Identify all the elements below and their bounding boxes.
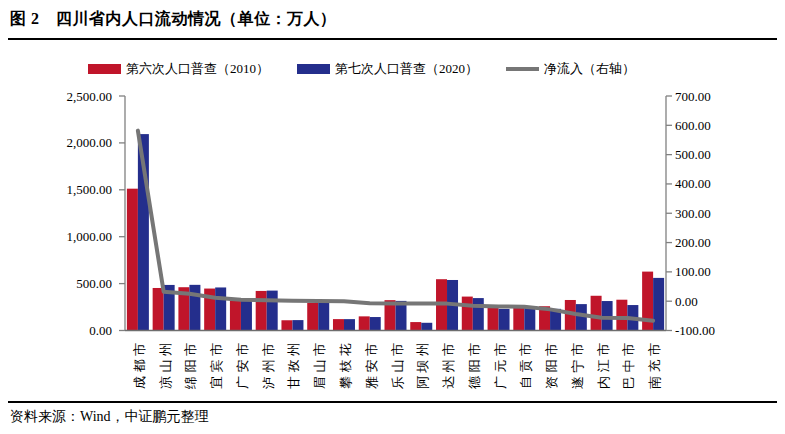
bar-2010 <box>333 319 344 330</box>
x-axis-label: 遂宁市 <box>570 340 585 390</box>
x-axis-label: 雅安市 <box>364 340 379 390</box>
x-axis-label: 巴中市 <box>621 340 636 390</box>
right-axis-tick-label: 500.00 <box>675 147 711 162</box>
x-axis-label: 广元市 <box>493 340 508 390</box>
bar-2010 <box>153 288 164 331</box>
x-axis-label: 乐山市 <box>390 340 405 390</box>
population-flow-chart: 0.00 500.00 1,000.00 1,500.00 2,000.00 2,500.… <box>0 0 785 434</box>
left-axis: 0.00 500.00 1,000.00 1,500.00 2,000.00 2,500.… <box>67 89 126 339</box>
bar-2020 <box>653 278 664 331</box>
bar-2020 <box>215 287 226 330</box>
left-axis-tick-label: 0.00 <box>89 323 112 338</box>
bar-2020 <box>499 309 510 331</box>
source-note: 资料来源：Wind，中证鹏元整理 <box>10 408 209 426</box>
bar-2020 <box>292 320 303 330</box>
bar-2020 <box>370 317 381 330</box>
bar-2020 <box>267 291 278 331</box>
bar-2020 <box>473 298 484 330</box>
left-axis-tick-label: 1,500.00 <box>67 182 113 197</box>
right-axis-tick-label: 100.00 <box>675 264 711 279</box>
x-axis-label: 资阳市 <box>544 340 559 390</box>
right-axis: -100.00 0.00 100.00 200.00 300.00 400.00 500.0… <box>666 89 715 339</box>
x-axis-label: 达州市 <box>441 340 456 390</box>
bars <box>127 134 664 330</box>
bar-2010 <box>591 296 602 331</box>
right-axis-tick-label: 700.00 <box>675 89 711 104</box>
bar-2020 <box>421 323 432 331</box>
right-axis-tick-label: -100.00 <box>675 323 715 338</box>
x-axis-label: 绵阳市 <box>183 340 198 391</box>
left-axis-tick-label: 1,000.00 <box>67 229 113 244</box>
x-axis-labels: 成都市凉山州绵阳市宜宾市广安市泸州市甘孜州眉山市攀枝花雅安市乐山市阿坝州达州市德… <box>132 340 662 391</box>
right-axis-tick-label: 400.00 <box>675 176 711 191</box>
left-axis-tick-label: 2,500.00 <box>67 89 113 104</box>
x-axis-label: 内江市 <box>596 340 611 390</box>
bar-2010 <box>616 300 627 331</box>
x-axis-label: 广安市 <box>235 340 250 390</box>
bar-2010 <box>230 300 241 330</box>
bar-2010 <box>359 316 370 330</box>
x-axis-label: 自贡市 <box>518 340 533 390</box>
x-axis-label: 南充市 <box>647 340 662 390</box>
x-axis-label: 泸州市 <box>261 340 276 390</box>
bar-2010 <box>281 320 292 330</box>
x-axis-label: 眉山市 <box>312 340 327 390</box>
x-axis-label: 宜宾市 <box>209 340 224 390</box>
left-axis-tick-label: 2,000.00 <box>67 135 113 150</box>
bar-2010 <box>488 307 499 330</box>
right-axis-tick-label: 200.00 <box>675 235 711 250</box>
right-axis-tick-label: 300.00 <box>675 206 711 221</box>
bar-2010 <box>127 189 138 331</box>
bar-2020 <box>318 303 329 331</box>
x-axis-label: 成都市 <box>132 340 147 390</box>
x-axis-label: 凉山州 <box>158 340 173 390</box>
bar-2010 <box>307 303 318 331</box>
x-axis-label: 阿坝州 <box>415 340 430 390</box>
bar-2020 <box>344 319 355 330</box>
bar-2020 <box>524 307 535 330</box>
right-axis-tick-label: 600.00 <box>675 118 711 133</box>
x-axis-label: 甘孜州 <box>286 340 301 390</box>
bar-2020 <box>189 285 200 331</box>
bar-2010 <box>462 297 473 331</box>
source-separator-line <box>8 401 777 403</box>
bar-2010 <box>513 305 524 330</box>
x-axis-label: 德阳市 <box>467 340 482 390</box>
bar-2010 <box>256 291 267 331</box>
right-axis-tick-label: 0.00 <box>675 294 698 309</box>
bar-2020 <box>241 300 252 331</box>
left-axis-tick-label: 500.00 <box>76 276 112 291</box>
figure-panel: 图 2 四川省内人口流动情况（单位：万人） 第六次人口普查（2010） 第七次人… <box>0 0 785 434</box>
bar-2010 <box>410 322 421 330</box>
x-axis-label: 攀枝花 <box>338 340 353 390</box>
